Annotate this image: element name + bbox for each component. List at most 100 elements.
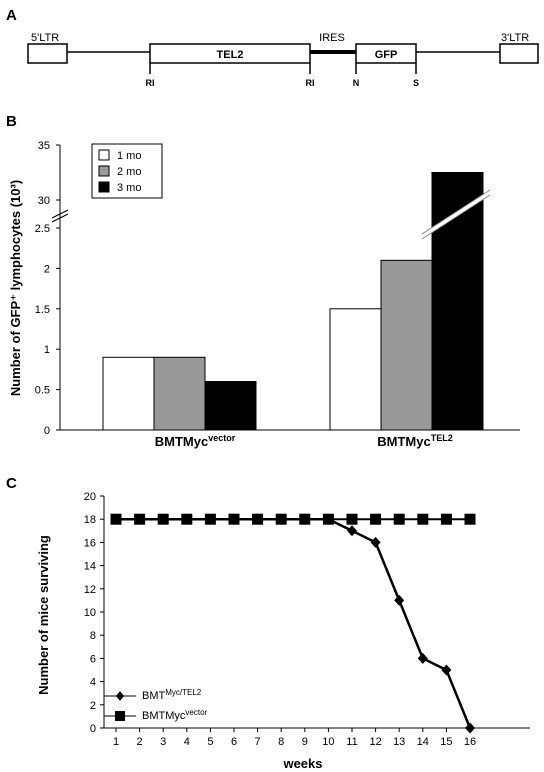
point-tel2 — [158, 513, 169, 525]
bar-legend: 1 mo 2 mo 3 mo — [91, 143, 163, 199]
line-x-tick-label: 7 — [255, 736, 261, 748]
point-tel2 — [229, 513, 239, 525]
line-x-tick-label: 15 — [440, 736, 452, 748]
line-x-tick-label: 3 — [160, 736, 166, 748]
point-tel2 — [441, 664, 452, 676]
line-x-tick-label: 1 — [113, 736, 119, 748]
point-tel2 — [252, 513, 263, 525]
legend-swatch-3mo — [98, 181, 110, 193]
bar-y-tick-label: 0 — [44, 425, 50, 437]
bar — [204, 381, 257, 431]
site-label-3: N — [353, 78, 360, 88]
legend-marker-vector — [115, 711, 125, 721]
site-label-1: RI — [146, 78, 155, 88]
point-vector — [440, 513, 452, 525]
bar-y-ticks: 0 0.5 1 1.5 2 2.5 30 35 — [35, 140, 60, 437]
bar-y-tick-label: 0.5 — [35, 385, 50, 397]
panel-c-label: C — [6, 475, 17, 492]
axis-break-mark — [51, 209, 69, 223]
line-y-tick-label: 20 — [84, 491, 96, 503]
point-vector — [346, 513, 358, 525]
bar-category-1: BMTMycvector — [155, 433, 236, 449]
point-tel2 — [205, 513, 216, 525]
line-x-tick-label: 16 — [464, 736, 476, 748]
point-vector — [464, 513, 476, 525]
bar — [380, 259, 433, 431]
legend-swatch-1mo — [98, 149, 110, 161]
bar — [102, 356, 155, 431]
bar — [329, 308, 382, 431]
legend-swatch-2mo — [98, 165, 110, 177]
point-vector — [417, 513, 429, 525]
point-vector — [393, 513, 405, 525]
ltr5-box — [27, 43, 68, 64]
line-y-tick-label: 16 — [84, 537, 96, 549]
line-x-ticks: 1 2 3 4 5 6 7 8 9 10 11 12 13 14 15 16 — [113, 728, 476, 748]
legend-marker-tel2 — [116, 691, 124, 701]
site-label-2: RI — [306, 78, 315, 88]
series-line-tel2 — [116, 517, 472, 729]
ires-label: IRES — [319, 32, 345, 44]
point-tel2 — [181, 513, 192, 525]
bar-y-tick-label: 2 — [44, 263, 50, 275]
ltr3-box — [499, 43, 539, 64]
line-y-tick-label: 10 — [84, 607, 96, 619]
legend-label-1mo: 1 mo — [117, 150, 141, 162]
site-label-4: S — [413, 78, 419, 88]
line-chart-ylabel: Number of mice surviving — [36, 535, 51, 695]
line-legend: BMTMyc/TEL2 BMTMycvector — [104, 688, 208, 723]
point-tel2 — [370, 536, 381, 548]
bar-category-labels: BMTMycvector BMTMycTEL2 — [155, 433, 453, 449]
line-y-tick-label: 0 — [90, 723, 96, 735]
line-x-tick-label: 10 — [322, 736, 334, 748]
legend-label-2mo: 2 mo — [117, 166, 141, 178]
panel-b-label: B — [6, 113, 17, 130]
line-x-tick-label: 13 — [393, 736, 405, 748]
line-x-tick-label: 5 — [207, 736, 213, 748]
point-tel2 — [299, 513, 310, 525]
ltr3-label: 3'LTR — [501, 32, 529, 44]
line-x-tick-label: 12 — [369, 736, 381, 748]
bar-break-mark — [421, 189, 491, 240]
point-tel2 — [394, 594, 405, 606]
tel2-label: TEL2 — [217, 49, 244, 61]
gfp-label: GFP — [375, 49, 398, 61]
line-x-tick-label: 11 — [346, 736, 357, 748]
point-tel2 — [417, 652, 428, 664]
point-tel2 — [111, 513, 121, 525]
line-y-tick-label: 6 — [90, 653, 96, 665]
panel-a-label: A — [6, 7, 17, 24]
point-tel2 — [323, 513, 334, 525]
line-x-tick-label: 6 — [231, 736, 237, 748]
line-chart-xlabel: weeks — [282, 756, 322, 771]
legend-label-vector: BMTMycvector — [142, 708, 208, 723]
bar-y-tick-label: 2.5 — [35, 223, 50, 235]
bar-y-tick-label: 1.5 — [35, 304, 50, 316]
bar-category-2: BMTMycTEL2 — [377, 433, 452, 449]
point-vector — [370, 513, 382, 525]
line-y-tick-label: 8 — [90, 630, 96, 642]
line-y-tick-label: 4 — [90, 677, 96, 689]
bar-y-tick-label: 35 — [38, 140, 50, 152]
line-y-ticks: 0 2 4 6 8 10 12 14 16 18 20 — [84, 491, 104, 735]
bar-chart-ylabel: Number of GFP⁺ lymphocytes (10³) — [8, 180, 23, 396]
legend-label-tel2: BMTMyc/TEL2 — [142, 688, 202, 703]
line-x-tick-label: 14 — [417, 736, 429, 748]
line-y-tick-label: 2 — [90, 700, 96, 712]
point-tel2 — [465, 722, 475, 734]
bar-y-tick-label: 1 — [44, 344, 50, 356]
line-y-tick-label: 14 — [84, 561, 96, 573]
point-tel2 — [347, 525, 357, 537]
bar-series — [102, 172, 484, 431]
line-x-tick-label: 9 — [302, 736, 308, 748]
point-tel2 — [276, 513, 287, 525]
line-y-tick-label: 18 — [84, 514, 96, 526]
construct-diagram — [27, 43, 539, 74]
line-x-tick-label: 2 — [137, 736, 143, 748]
line-x-tick-label: 4 — [184, 736, 190, 748]
ltr5-label: 5'LTR — [31, 32, 59, 44]
point-tel2 — [134, 513, 145, 525]
bar-y-tick-label: 30 — [38, 195, 50, 207]
line-x-tick-label: 8 — [278, 736, 284, 748]
